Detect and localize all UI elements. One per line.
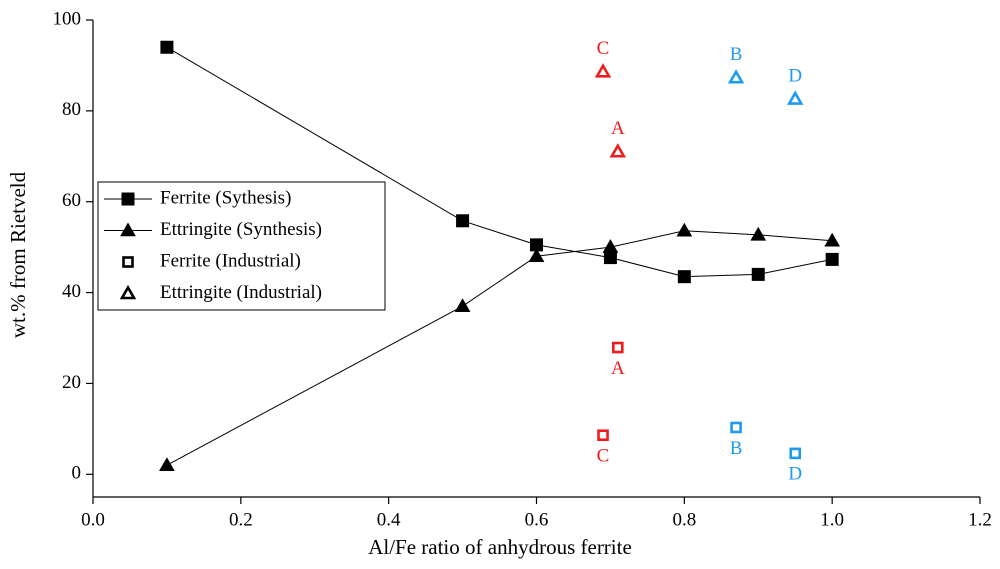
data-point — [730, 421, 742, 434]
legend-label: Ettringite (Industrial) — [160, 282, 322, 303]
y-axis-label: wt.% from Rietveld — [6, 171, 30, 338]
data-point — [677, 270, 691, 284]
data-point — [454, 298, 471, 312]
point-label: C — [597, 446, 610, 467]
point-label: A — [611, 118, 625, 139]
data-point — [786, 90, 804, 105]
data-point — [612, 341, 624, 354]
point-label: B — [730, 438, 743, 459]
x-tick-label: 0.8 — [672, 509, 696, 530]
data-point — [750, 226, 767, 241]
x-tick-label: 0.2 — [229, 509, 253, 530]
legend-box — [97, 181, 386, 311]
legend-marker — [122, 256, 134, 268]
data-point — [824, 232, 841, 247]
y-tick-label: 20 — [62, 372, 81, 393]
x-tick-label: 0.6 — [525, 509, 549, 530]
point-label: B — [730, 44, 743, 65]
x-axis-label: Al/Fe ratio of anhydrous ferrite — [368, 535, 632, 559]
y-tick-label: 0 — [72, 463, 82, 484]
data-point — [159, 457, 175, 471]
legend-label: Ferrite (Sythesis) — [160, 187, 291, 208]
y-tick-label: 60 — [62, 190, 81, 211]
data-point — [609, 143, 627, 158]
data-point — [456, 214, 470, 228]
y-tick-label: 100 — [53, 8, 82, 29]
data-point — [825, 252, 839, 266]
point-label: A — [611, 358, 625, 379]
data-point — [603, 251, 617, 265]
x-tick-label: 0.4 — [377, 509, 401, 530]
data-point — [597, 429, 609, 442]
point-label: C — [597, 38, 610, 59]
x-tick-label: 1.2 — [968, 509, 992, 530]
data-point — [594, 63, 612, 78]
legend-marker — [121, 192, 135, 206]
point-label: D — [788, 65, 802, 86]
legend-label: Ettringite (Synthesis) — [160, 219, 322, 240]
data-point — [160, 40, 174, 54]
legend-marker — [120, 222, 136, 237]
data-point — [789, 447, 802, 460]
legend-label: Ferrite (Industrial) — [160, 250, 301, 271]
data-point — [602, 239, 619, 253]
x-tick-label: 0.0 — [81, 509, 105, 530]
data-point — [528, 248, 545, 262]
y-tick-label: 40 — [62, 281, 81, 302]
data-point — [727, 69, 745, 84]
data-point — [751, 267, 765, 281]
data-point — [676, 222, 693, 237]
point-label: D — [788, 464, 802, 485]
y-tick-label: 80 — [62, 99, 81, 120]
x-tick-label: 1.0 — [820, 509, 844, 530]
legend-marker — [119, 284, 137, 300]
